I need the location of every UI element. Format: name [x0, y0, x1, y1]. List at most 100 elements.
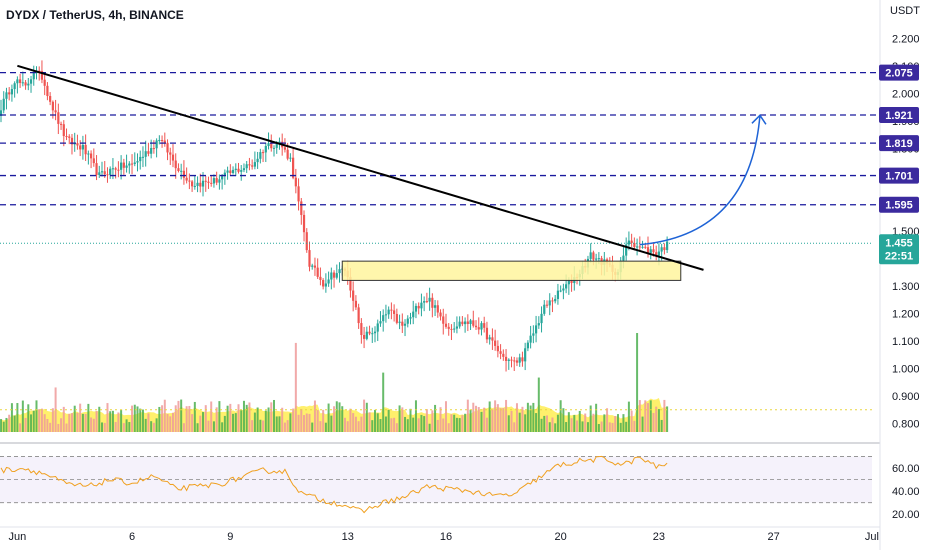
- candle-body: [68, 136, 71, 138]
- volume-bar: [98, 406, 101, 432]
- projection-arrow: [639, 115, 761, 246]
- candle-body: [554, 298, 557, 302]
- candle-body: [545, 304, 549, 306]
- volume-bar: [447, 423, 450, 432]
- candle-body: [627, 240, 630, 245]
- candle-body: [43, 79, 46, 86]
- candle-body: [652, 249, 655, 253]
- price-tick-label: 1.000: [892, 363, 920, 375]
- candle-body: [567, 279, 570, 285]
- volume-bar: [494, 400, 497, 432]
- candle-body: [84, 144, 87, 155]
- volume-bar: [204, 405, 207, 432]
- volume-bar: [513, 422, 516, 432]
- candle-body: [182, 170, 186, 178]
- candle-body: [354, 300, 357, 308]
- price-tick-label: 0.800: [892, 418, 920, 430]
- volume-bar: [103, 422, 106, 432]
- volume-bar: [43, 414, 46, 432]
- candle-body: [275, 143, 278, 148]
- candle-body: [390, 309, 393, 311]
- candle-body: [660, 247, 663, 252]
- candle-body: [450, 328, 453, 330]
- volume-bar: [562, 408, 565, 432]
- candle-body: [19, 79, 22, 83]
- volume-bar: [253, 412, 256, 432]
- candle-body: [163, 140, 166, 143]
- volume-bar: [496, 404, 499, 432]
- drawing-tools[interactable]: [0, 64, 878, 281]
- volume-bar: [458, 418, 461, 432]
- candle-body: [630, 240, 633, 244]
- volume-bar: [166, 413, 169, 432]
- volume-bar: [248, 402, 251, 432]
- volume-bar: [434, 404, 437, 432]
- volume-bar: [532, 402, 535, 432]
- candle-body: [27, 83, 30, 86]
- candle-body: [139, 156, 142, 162]
- volume-bar: [472, 402, 475, 432]
- candle-body: [180, 170, 183, 172]
- candle-body: [403, 323, 407, 326]
- rsi-tick-label: 60.00: [892, 463, 920, 475]
- candle-body: [504, 356, 508, 361]
- candle-body: [305, 232, 308, 251]
- candle-body: [256, 158, 259, 163]
- rsi-tick-label: 40.00: [892, 486, 920, 498]
- candle-body: [338, 269, 341, 274]
- volume-bar: [401, 407, 404, 432]
- volume-bar: [267, 407, 270, 432]
- volume-bar: [300, 408, 303, 432]
- volume-bar: [161, 405, 164, 432]
- volume-bar: [289, 413, 292, 432]
- candle-body: [483, 323, 486, 328]
- candle-body: [406, 318, 409, 324]
- rsi-line: [0, 455, 668, 514]
- volume-bar: [644, 400, 647, 432]
- candle-body: [565, 284, 568, 289]
- candle-body: [270, 143, 273, 149]
- volume-bar: [292, 408, 295, 432]
- candle-body: [89, 153, 93, 159]
- candle-body: [5, 92, 8, 99]
- volume-bar: [259, 419, 262, 432]
- volume-bar: [57, 423, 60, 432]
- candle-body: [136, 161, 139, 163]
- volume-bar: [316, 410, 319, 432]
- candle-body: [158, 140, 161, 142]
- volume-bar: [510, 410, 513, 432]
- volume-bar: [649, 400, 652, 432]
- candle-body: [130, 163, 134, 165]
- candle-body: [283, 147, 287, 150]
- candle-body: [242, 168, 246, 171]
- volume-bar: [144, 418, 147, 432]
- price-axis[interactable]: 2.2002.1002.0001.9001.8001.7001.6001.500…: [879, 0, 920, 550]
- candle-body: [507, 359, 510, 361]
- volume-bar: [450, 414, 453, 432]
- candle-body: [210, 182, 213, 184]
- volume-bar: [95, 411, 98, 432]
- candle-body: [635, 246, 639, 248]
- volume-bar: [338, 402, 341, 432]
- volume-bar: [185, 406, 188, 432]
- volume-bar: [395, 423, 398, 432]
- volume-bar: [65, 423, 68, 432]
- volume-bar: [477, 407, 480, 432]
- volume-bar: [234, 413, 237, 432]
- volume-bar: [182, 423, 185, 432]
- candle-body: [29, 79, 33, 84]
- time-tick-label: 6: [129, 531, 135, 543]
- volume-bar: [444, 401, 447, 432]
- volume-bar: [581, 421, 584, 432]
- volume-bar: [215, 407, 218, 432]
- volume-bar: [24, 417, 27, 432]
- time-axis[interactable]: Jun 6 9 13 16 20 23 27 Jul: [0, 526, 880, 543]
- candle-body: [444, 323, 448, 327]
- level-price-label: 1.819: [885, 138, 913, 150]
- candle-body: [117, 169, 120, 171]
- volume-bar: [90, 417, 93, 432]
- volume-bar: [281, 407, 284, 432]
- candle-body: [311, 265, 314, 267]
- symbol-title: DYDX / TetherUS, 4h, BINANCE: [6, 8, 184, 22]
